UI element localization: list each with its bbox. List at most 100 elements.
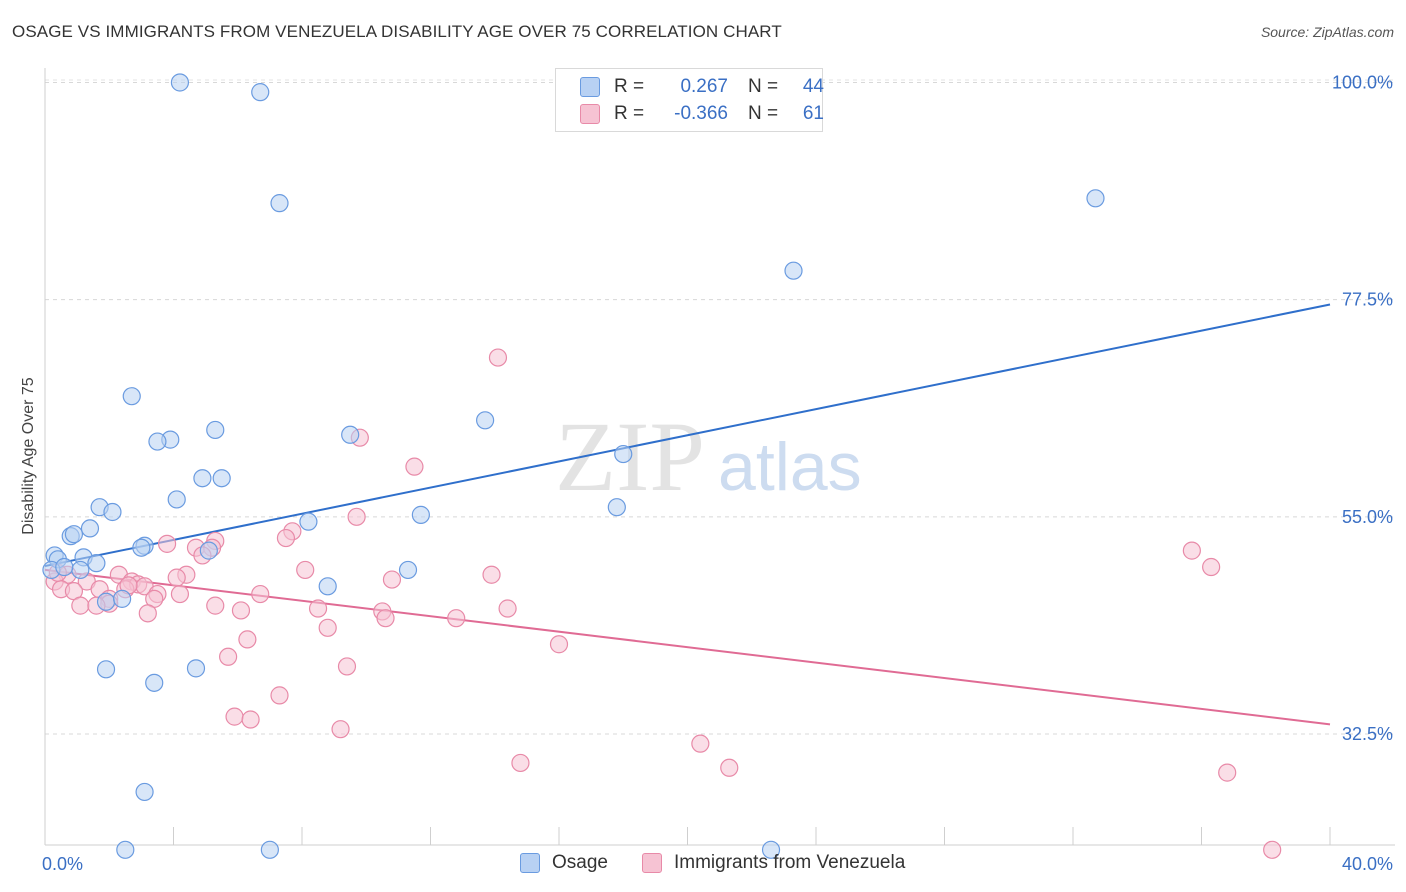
n-label: N = bbox=[748, 76, 779, 97]
venezuela-point bbox=[276, 528, 296, 548]
osage-point bbox=[135, 782, 154, 802]
osage-trend-line bbox=[44, 303, 1331, 568]
osage-point bbox=[145, 673, 164, 692]
osage-point bbox=[80, 519, 100, 538]
osage-point bbox=[132, 538, 151, 557]
osage-point bbox=[199, 541, 218, 560]
osage-point bbox=[167, 490, 186, 509]
chart-title: OSAGE VS IMMIGRANTS FROM VENEZUELA DISAB… bbox=[12, 22, 782, 41]
venezuela-point bbox=[231, 601, 251, 620]
venezuela-point bbox=[382, 570, 402, 589]
venezuela-point bbox=[138, 604, 157, 623]
osage-point bbox=[761, 840, 781, 859]
watermark-atlas: atlas bbox=[718, 429, 862, 505]
y-tick-label: 55.0% bbox=[1342, 507, 1393, 527]
osage-point bbox=[270, 194, 289, 213]
data-points bbox=[42, 73, 1282, 859]
osage-point bbox=[614, 444, 633, 464]
osage-point bbox=[103, 502, 122, 522]
venezuela-legend-label: Immigrants from Venezuela bbox=[674, 852, 906, 873]
osage-point bbox=[170, 73, 190, 92]
y-tick-label: 32.5% bbox=[1342, 724, 1393, 744]
venezuela-point bbox=[337, 657, 357, 676]
osage-point bbox=[318, 577, 337, 596]
venezuela-point bbox=[71, 596, 90, 615]
venezuela-point bbox=[1263, 840, 1282, 859]
osage-point bbox=[96, 660, 116, 679]
osage-point bbox=[64, 525, 84, 544]
venezuela-point bbox=[376, 609, 395, 628]
osage-point bbox=[299, 512, 318, 531]
venezuela-point bbox=[238, 630, 257, 649]
watermark: ZIP atlas bbox=[555, 401, 862, 512]
osage-point bbox=[476, 411, 495, 430]
venezuela-point bbox=[1218, 763, 1237, 782]
osage-point bbox=[122, 387, 141, 406]
source-note: Source: ZipAtlas.com bbox=[1260, 24, 1394, 40]
venezuela-point bbox=[691, 734, 710, 753]
venezuela-point bbox=[331, 720, 350, 739]
osage-point bbox=[87, 554, 106, 573]
venezuela-point bbox=[318, 618, 337, 637]
venezuela-point bbox=[511, 753, 530, 773]
r-label: R = bbox=[614, 103, 645, 124]
venezuela-point bbox=[206, 596, 225, 615]
n-label: N = bbox=[748, 103, 779, 124]
bottom-legend-osage: Osage bbox=[520, 852, 608, 874]
venezuela-n-value: 61 bbox=[802, 103, 824, 124]
osage-point bbox=[186, 659, 206, 678]
y-axis-label: Disability Age Over 75 bbox=[20, 377, 37, 535]
osage-point bbox=[398, 560, 418, 580]
axis-labels: 32.5% 55.0% 77.5% 100.0% 0.0% 40.0% bbox=[42, 72, 1393, 874]
venezuela-point bbox=[549, 635, 569, 654]
venezuela-point bbox=[720, 758, 739, 777]
venezuela-r-value: -0.366 bbox=[674, 103, 728, 124]
osage-point bbox=[784, 261, 803, 280]
osage-point bbox=[148, 432, 167, 451]
osage-point bbox=[116, 840, 135, 859]
venezuela-point bbox=[157, 534, 177, 553]
venezuela-point bbox=[447, 609, 466, 628]
osage-swatch bbox=[580, 77, 600, 97]
legend-row-osage: R = 0.267 N = 44 bbox=[556, 74, 824, 100]
osage-point bbox=[251, 83, 270, 102]
osage-point bbox=[212, 469, 231, 488]
y-tick-label: 100.0% bbox=[1332, 72, 1393, 92]
venezuela-point bbox=[270, 686, 289, 705]
legend-row-venezuela: R = -0.366 N = 61 bbox=[556, 101, 824, 127]
venezuela-point bbox=[347, 507, 366, 526]
venezuela-point bbox=[219, 647, 238, 666]
correlation-legend: R = 0.267 N = 44 R = -0.366 N = 61 bbox=[555, 68, 824, 132]
venezuela-point bbox=[1202, 557, 1221, 577]
osage-legend-label: Osage bbox=[552, 852, 608, 873]
trend-lines bbox=[44, 303, 1331, 726]
venezuela-point bbox=[170, 584, 190, 604]
x-tick-label-max: 40.0% bbox=[1342, 854, 1393, 874]
y-tick-label: 77.5% bbox=[1342, 290, 1393, 310]
osage-point bbox=[1086, 189, 1105, 208]
venezuela-point bbox=[482, 565, 501, 584]
osage-r-value: 0.267 bbox=[680, 76, 728, 97]
osage-point bbox=[411, 505, 430, 524]
osage-point bbox=[112, 589, 132, 608]
venezuela-point bbox=[167, 568, 186, 587]
venezuela-point bbox=[308, 599, 328, 618]
osage-point bbox=[71, 560, 90, 580]
osage-point bbox=[206, 420, 225, 440]
venezuela-point bbox=[225, 707, 244, 726]
osage-point bbox=[341, 425, 360, 444]
venezuela-trend-line bbox=[44, 568, 1331, 726]
r-label: R = bbox=[614, 76, 645, 97]
venezuela-point bbox=[251, 584, 270, 604]
venezuela-swatch bbox=[580, 104, 600, 124]
venezuela-point bbox=[405, 457, 424, 476]
venezuela-point bbox=[488, 348, 508, 367]
venezuela-legend-swatch bbox=[642, 853, 662, 873]
venezuela-point bbox=[241, 710, 260, 729]
venezuela-point bbox=[1182, 541, 1201, 560]
osage-point bbox=[55, 557, 74, 577]
venezuela-point bbox=[498, 599, 517, 618]
osage-n-value: 44 bbox=[802, 76, 824, 97]
venezuela-point bbox=[296, 560, 315, 580]
